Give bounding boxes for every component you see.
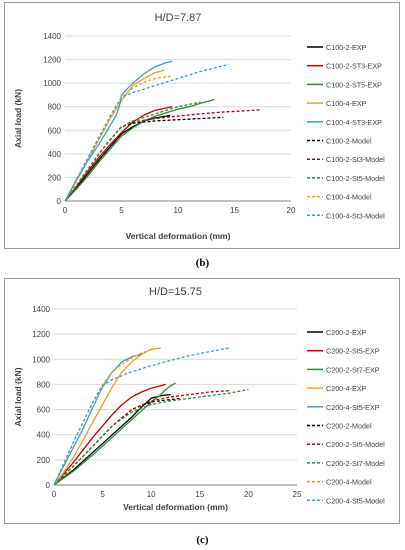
series-line — [64, 106, 173, 202]
legend-label: C100-2-Model — [326, 137, 372, 146]
y-tick-label: 200 — [37, 456, 51, 465]
y-tick-label: 600 — [37, 406, 51, 415]
y-tick-label: 400 — [48, 150, 62, 159]
y-tick-label: 1000 — [43, 79, 61, 88]
chart-b: H/D=7.87 0 200 400 600 800 1000 1200 1400 0 5 10 15 2… — [13, 12, 385, 241]
series-line — [53, 382, 176, 486]
legend-label: C200-4-St5-EXP — [326, 403, 380, 412]
series-line — [53, 388, 249, 486]
x-tick-label: 20 — [287, 206, 296, 215]
legend-label: C200-4-Model — [326, 478, 372, 487]
y-tick-label: 800 — [37, 380, 51, 389]
y-tick-label: 1000 — [32, 355, 50, 364]
x-tick-label: 0 — [52, 490, 57, 499]
series-line — [64, 101, 201, 202]
legend-label: C100-2-St3-Model — [326, 155, 385, 164]
x-tick-label: 5 — [100, 490, 105, 499]
y-tick-label: 0 — [57, 197, 62, 206]
legend-label: C200-4-EXP — [326, 384, 367, 393]
legend-label: C200-4-St5-Model — [326, 496, 385, 505]
legend-label: C200-2-St5-EXP — [326, 347, 380, 356]
y-axis-label: Axial load (kN) — [13, 89, 23, 148]
x-tick-label: 20 — [244, 490, 253, 499]
series-line — [53, 347, 161, 486]
y-tick-label: 400 — [37, 431, 51, 440]
series-line — [64, 98, 215, 202]
legend-label: C200-2-Model — [326, 422, 372, 431]
x-tick-label: 25 — [293, 490, 302, 499]
legend-label: C100-4-St3-Model — [326, 211, 385, 220]
legend-label: C200-2-EXP — [326, 328, 367, 337]
series-line — [64, 114, 171, 202]
legend-label: C100-2-EXP — [326, 43, 367, 52]
y-tick-label: 1400 — [32, 305, 50, 314]
series-line — [53, 393, 171, 486]
x-tick-label: 10 — [174, 206, 183, 215]
y-axis-label: Axial load (kN) — [13, 367, 23, 426]
y-tick-label: 1200 — [43, 56, 61, 65]
y-tick-label: 1400 — [43, 32, 61, 41]
chart-panel-b: H/D=7.87 0 200 400 600 800 1000 1200 1400 0 5 10 15 2… — [4, 2, 400, 249]
x-tick-label: 15 — [230, 206, 239, 215]
legend-label: C100-4-Model — [326, 193, 372, 202]
y-tick-label: 1200 — [32, 330, 50, 339]
chart-title: H/D=7.87 — [155, 12, 202, 24]
figure-caption-b: (b) — [195, 257, 210, 269]
legend-label: C100-4-EXP — [326, 99, 367, 108]
chart-panel-c: H/D=15.75 0 200 400 600 800 1000 1200 1400 0 5 10 15… — [4, 278, 400, 524]
series-line — [53, 347, 230, 486]
series-line — [53, 353, 142, 486]
legend-label: C100-2-ST5-EXP — [326, 80, 382, 89]
y-tick-label: 0 — [46, 481, 51, 490]
x-tick-label: 10 — [147, 490, 156, 499]
legend-label: C200-2-St7-EXP — [326, 365, 380, 374]
legend-label: C100-4-ST3-EXP — [326, 118, 382, 127]
x-axis-label: Vertical deformation (mm) — [126, 231, 231, 241]
series-line — [53, 383, 166, 486]
series-line — [64, 63, 229, 202]
series-line — [53, 390, 230, 486]
legend-label: C200-2-St5-Model — [326, 440, 385, 449]
chart-title: H/D=15.75 — [149, 286, 202, 298]
chart-c: H/D=15.75 0 200 400 600 800 1000 1200 1400 0 5 10 15… — [13, 286, 385, 512]
x-axis-label: Vertical deformation (mm) — [123, 502, 228, 512]
figure-caption-c: (c) — [196, 534, 209, 546]
legend-label: C100-2-St5-Model — [326, 174, 385, 183]
x-tick-label: 0 — [63, 206, 68, 215]
legend-label: C100-2-ST3-EXP — [326, 62, 382, 71]
series-line — [64, 60, 173, 202]
x-tick-label: 15 — [195, 490, 204, 499]
x-tick-label: 5 — [119, 206, 124, 215]
y-tick-label: 600 — [48, 126, 62, 135]
legend-label: C200-2-St7-Model — [326, 459, 385, 468]
y-tick-label: 800 — [48, 103, 62, 112]
y-tick-label: 200 — [48, 173, 62, 182]
series-line — [64, 109, 261, 202]
